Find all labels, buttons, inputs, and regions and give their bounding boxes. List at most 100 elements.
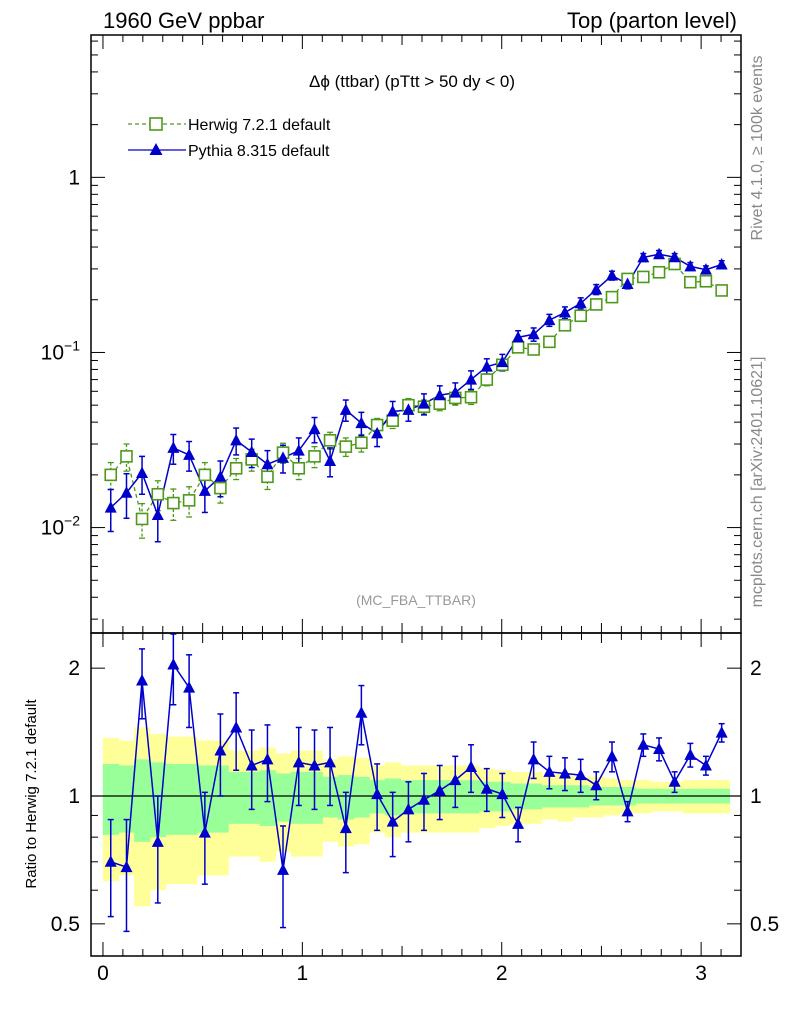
ratio-point (480, 782, 493, 794)
legend-marker-pythia (149, 143, 163, 155)
uncertainty-band-inner (212, 765, 229, 833)
uncertainty-band-inner (463, 780, 480, 814)
pythia-point (496, 355, 509, 368)
ratio-marks (91, 633, 741, 933)
header-right: Top (parton level) (567, 8, 737, 33)
pythia-point (308, 422, 321, 435)
herwig-point (261, 470, 274, 484)
pythia-point (637, 250, 650, 263)
pythia-point (699, 263, 712, 275)
uncertainty-band-inner (275, 773, 292, 822)
pythia-point (417, 397, 430, 409)
pythia-point (151, 508, 164, 520)
ratio-point (324, 755, 337, 768)
ratio-point (417, 793, 430, 805)
pythia-point (339, 403, 352, 415)
herwig-point (464, 390, 478, 404)
pythia-point (292, 444, 305, 456)
herwig-point (386, 414, 399, 427)
ratio-y-tick-label: 1 (68, 785, 80, 808)
herwig-point (480, 373, 494, 386)
herwig-point (558, 318, 572, 332)
main-title: Δϕ (ttbar) (pTtt > 50 dy < 0) (309, 72, 515, 91)
ratio-point (574, 768, 587, 781)
pythia-point (261, 457, 274, 470)
ratio-point (371, 787, 384, 800)
herwig-point (198, 468, 212, 482)
ratio-point (653, 742, 666, 755)
x-tick-label: 3 (695, 962, 707, 985)
herwig-point (323, 434, 337, 447)
herwig-point (637, 270, 650, 284)
pythia-point (277, 451, 290, 463)
herwig-point (355, 436, 368, 450)
herwig-point (104, 468, 118, 482)
pythia-point (543, 313, 556, 326)
pythia-point (558, 306, 571, 318)
herwig-point (511, 341, 525, 354)
x-tick-label: 1 (297, 962, 309, 985)
herwig-point (715, 284, 728, 297)
pythia-point (355, 416, 368, 429)
legend-label-herwig: Herwig 7.2.1 default (188, 117, 331, 134)
ratio-point (183, 681, 196, 693)
ratio-y-tick-label-right: 1 (750, 785, 762, 808)
side-rivet-label: Rivet 4.1.0, ≥ 100k events (749, 56, 766, 241)
pythia-point (245, 445, 258, 458)
side-mcplots-label: mcplots.cern.ch [arXiv:2401.10621] (749, 357, 766, 608)
ratio-panel: 0.5 0.5 1 1 2 2 0 1 2 3 Ratio to Herwig 7.2.1 def… (23, 632, 779, 985)
herwig-point (229, 462, 243, 475)
herwig-point (308, 450, 321, 463)
main-panel: 10−210−11 Δϕ (ttbar) (pTtt > 50 dy < 0) … (41, 34, 742, 634)
watermark: (MC_FBA_TTBAR) (356, 592, 476, 608)
ratio-point (465, 760, 478, 773)
pythia-point (324, 454, 337, 466)
ratio-point (543, 765, 556, 777)
ratio-point (699, 758, 712, 771)
y-tick-label: 10−2 (41, 513, 81, 540)
ratio-point (308, 758, 321, 771)
pythia-point (684, 259, 697, 272)
ratio-point (715, 726, 728, 738)
uncertainty-band-inner (353, 776, 370, 818)
x-tick-label: 2 (496, 962, 508, 985)
ratio-point (230, 720, 243, 733)
herwig-point (652, 265, 666, 279)
herwig-point (527, 343, 540, 356)
ratio-point (512, 817, 525, 829)
ratio-point (277, 863, 290, 875)
pythia-point (214, 470, 227, 482)
herwig-point (605, 290, 619, 304)
ratio-point (151, 835, 164, 847)
y-tick-label: 1 (68, 166, 80, 189)
ratio-point (261, 752, 274, 765)
pythia-point (621, 277, 634, 290)
ratio-point (637, 738, 650, 750)
main-axes: 10−2 10−1 1 (41, 35, 741, 633)
pythia-point (183, 448, 196, 460)
uncertainty-band-inner (165, 763, 182, 835)
ratio-point (621, 804, 634, 817)
herwig-point (120, 450, 133, 463)
legend: Herwig 7.2.1 default Pythia 8.315 defaul… (128, 117, 331, 160)
herwig-point (543, 335, 556, 349)
ratio-point (496, 787, 509, 800)
pythia-point (167, 441, 180, 453)
pythia-point (465, 373, 478, 385)
herwig-point (589, 298, 603, 311)
ratio-point (245, 758, 258, 771)
ratio-point (292, 755, 305, 768)
pythia-point (371, 426, 384, 439)
ratio-point (558, 766, 571, 779)
ratio-point (355, 706, 368, 718)
ratio-point (605, 749, 618, 762)
ratio-point (386, 815, 399, 827)
herwig-point (182, 494, 196, 507)
legend-marker-herwig (149, 117, 163, 131)
pythia-point (653, 247, 666, 260)
ratio-point (433, 784, 446, 796)
pythia-point (527, 327, 540, 340)
y-tick-label: 10−1 (41, 337, 81, 364)
herwig-point (292, 462, 306, 475)
